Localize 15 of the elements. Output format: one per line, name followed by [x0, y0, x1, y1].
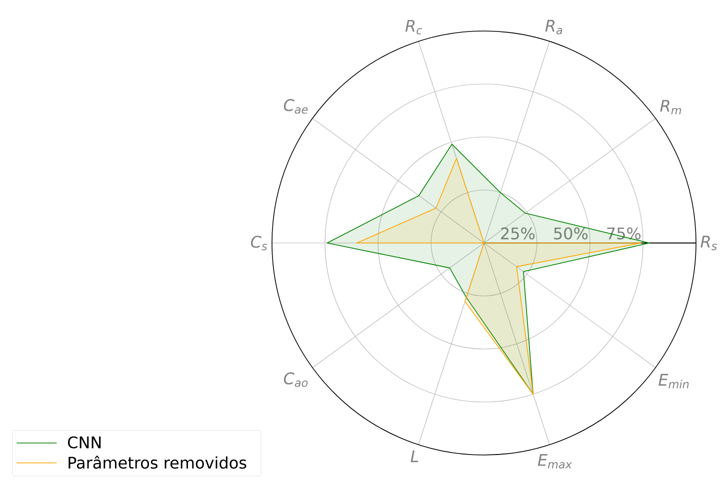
- spoke-label: R$_{m}$: [660, 100, 682, 114]
- spoke-label: R$_{a}$: [545, 20, 562, 34]
- spoke-label: C$_{ao}$: [284, 372, 308, 387]
- spoke-label: C$_{s}$: [250, 236, 268, 250]
- y-tick-label: 50%: [554, 227, 588, 240]
- legend-label: CNN: [68, 436, 101, 448]
- spoke-label: L: [410, 450, 418, 462]
- spoke-label: C$_{ae}$: [284, 99, 308, 114]
- legend-label: Parâmetros removidos: [68, 456, 246, 469]
- spoke-label: E$_{min}$: [658, 374, 689, 388]
- spoke-label: R$_{c}$: [405, 20, 422, 34]
- spoke-label: R$_{s}$: [700, 236, 717, 250]
- y-tick-label: 25%: [501, 227, 535, 240]
- spoke-label: E$_{max}$: [538, 454, 572, 469]
- y-tick-label: 75%: [607, 227, 641, 240]
